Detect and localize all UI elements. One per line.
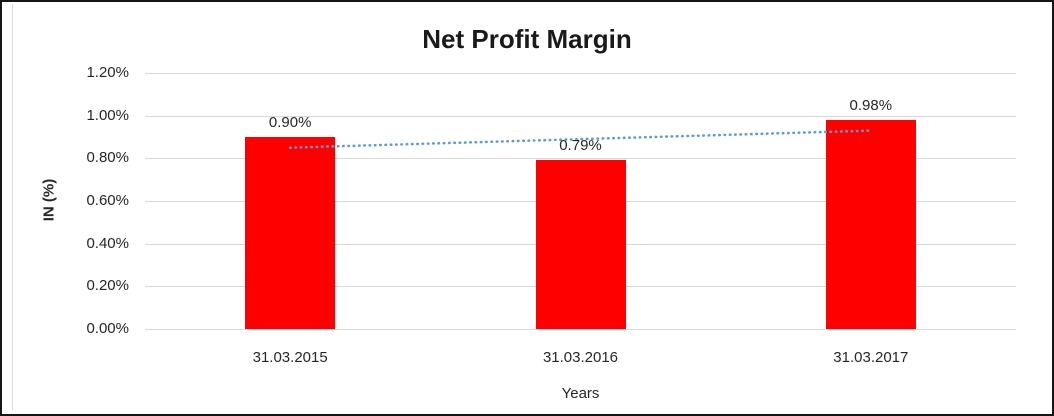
gridline <box>145 115 1016 117</box>
y-tick-label: 1.00% <box>86 106 129 124</box>
x-axis-title: Years <box>561 385 600 402</box>
bar-value-label: 0.79% <box>559 137 602 155</box>
bar <box>825 119 916 329</box>
y-tick-label: 0.80% <box>86 149 129 167</box>
chart-title: Net Profit Margin <box>422 24 632 54</box>
y-tick-label: 1.20% <box>86 64 129 81</box>
y-tick-label: 0.00% <box>86 320 129 337</box>
bar-value-label: 0.90% <box>268 114 312 131</box>
sheet-gridline <box>12 4 13 410</box>
gridline <box>145 158 1016 160</box>
category-label: 31.03.2016 <box>542 349 619 366</box>
category-label: 31.03.2017 <box>833 349 909 366</box>
y-tick-label: 0.60% <box>86 192 129 209</box>
category-label: 31.03.2015 <box>252 349 328 366</box>
bar <box>245 137 336 329</box>
bar-value-label: 0.98% <box>849 96 893 114</box>
y-tick-label: 0.40% <box>86 234 129 252</box>
gridline <box>145 329 1016 330</box>
gridline <box>145 73 1016 74</box>
bar <box>535 160 626 329</box>
y-tick-label: 0.20% <box>86 277 129 295</box>
